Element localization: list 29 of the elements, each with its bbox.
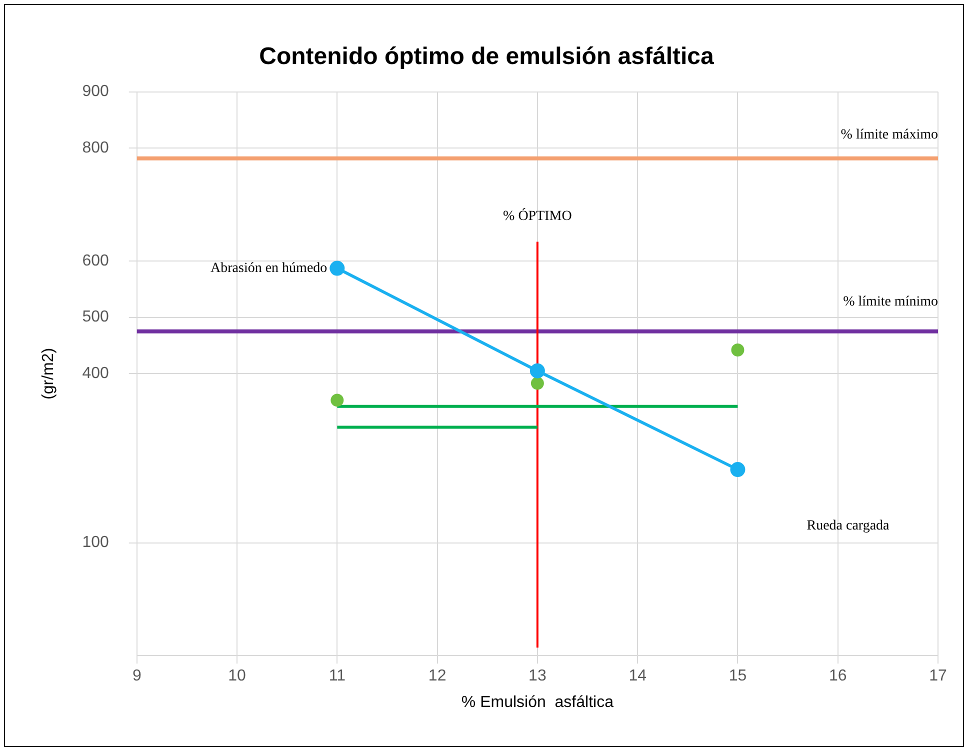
ref-line-label: % ÓPTIMO — [503, 206, 572, 224]
point — [330, 260, 345, 276]
point — [530, 363, 545, 378]
ref-line-label: % límite mínimo — [843, 294, 938, 310]
chart-title: Contenido óptimo de emulsión asfáltica — [259, 43, 715, 70]
ref-line-label: % límite máximo — [840, 127, 938, 142]
y-tick-label: 100 — [82, 534, 109, 552]
y-tick-label: 500 — [82, 308, 109, 326]
y-tick-label: 400 — [82, 365, 109, 382]
point — [730, 462, 746, 478]
x-tick-label: 14 — [628, 668, 647, 685]
annotation: Rueda cargada — [806, 518, 890, 534]
point — [530, 376, 544, 390]
x-tick-label: 9 — [132, 668, 142, 685]
x-tick-label: 12 — [428, 668, 446, 685]
x-tick-label: 13 — [528, 668, 546, 685]
y-axis-title: (gr/m2) — [40, 348, 58, 400]
x-tick-label: 15 — [728, 668, 747, 685]
point — [731, 344, 744, 357]
point — [330, 394, 344, 407]
y-tick-label: 900 — [82, 83, 109, 100]
series-label: Abrasión en húmedo — [210, 260, 328, 276]
x-axis-title: % Emulsión asfáltica — [461, 694, 614, 711]
y-tick-label: 600 — [82, 252, 109, 270]
x-tick-label: 16 — [828, 668, 847, 685]
y-tick-label: 800 — [82, 140, 109, 157]
x-tick-label: 11 — [328, 668, 346, 685]
x-tick-label: 17 — [929, 668, 947, 685]
x-tick-label: 10 — [228, 668, 246, 685]
